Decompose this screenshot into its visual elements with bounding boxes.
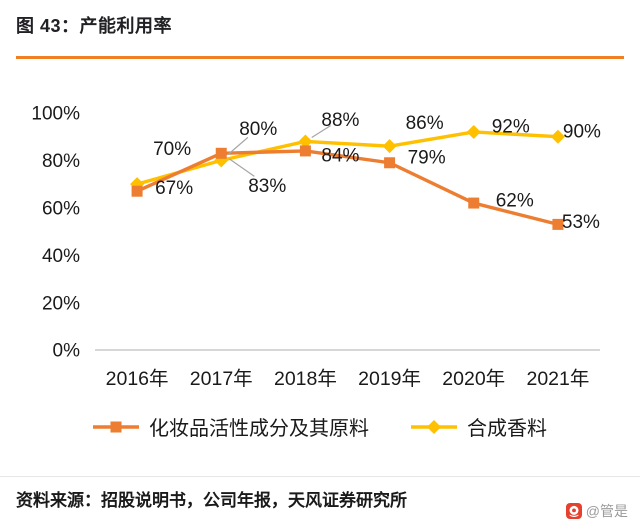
footer-divider (0, 476, 640, 477)
watermark-text: @管是 (585, 503, 628, 519)
square-marker (384, 157, 396, 169)
square-marker (131, 185, 143, 197)
diamond-marker (466, 124, 481, 139)
legend-label: 化妆品活性成分及其原料 (149, 418, 369, 440)
title-divider (16, 56, 624, 59)
data-label: 83% (248, 176, 286, 197)
data-label: 88% (321, 110, 359, 131)
y-tick-label: 0% (53, 341, 81, 362)
series-line-0 (136, 149, 559, 227)
legend-item-0: 化妆品活性成分及其原料 (93, 412, 369, 441)
watermark: @管是 (565, 501, 628, 521)
diamond-marker (214, 153, 229, 168)
legend-item-1: 合成香料 (411, 412, 547, 441)
legend-label: 合成香料 (467, 418, 547, 440)
square-marker (552, 218, 564, 230)
figure-title: 图 43：产能利用率 (16, 16, 173, 36)
data-label: 86% (406, 113, 444, 134)
square-marker (215, 147, 227, 159)
data-label: 84% (321, 146, 359, 167)
legend-diamond-marker-icon (411, 419, 457, 434)
capacity-utilization-line-chart: 0% 20% 40% 60% 80% 100% 2016年 2017年 2018年 2019年 20… (31, 104, 601, 390)
y-tick-label: 80% (42, 151, 80, 172)
square-marker (299, 145, 311, 157)
y-tick-label: 20% (42, 293, 80, 314)
diamond-marker (130, 177, 145, 192)
square-marker (468, 197, 480, 209)
diamond-marker (382, 139, 397, 154)
x-tick-label: 2020年 (442, 368, 505, 390)
x-tick-label: 2021年 (526, 368, 589, 390)
x-tick-label: 2017年 (190, 368, 253, 390)
diamond-marker (298, 134, 313, 149)
data-label: 80% (239, 119, 277, 140)
diamond-marker (550, 129, 565, 144)
data-label: 70% (153, 139, 191, 160)
label-leader-line (227, 136, 249, 156)
data-label: 92% (492, 117, 530, 138)
data-label: 67% (155, 178, 193, 199)
data-label: 62% (496, 191, 534, 212)
x-tick-label: 2018年 (274, 368, 337, 390)
label-leader-line (229, 158, 255, 177)
y-tick-label: 60% (42, 198, 80, 219)
data-label: 79% (408, 147, 446, 168)
data-label: 53% (562, 212, 600, 233)
watermark-logo-icon (565, 503, 582, 519)
x-tick-label: 2016年 (106, 368, 169, 390)
series-line-1 (136, 130, 559, 186)
source-note: 资料来源：招股说明书，公司年报，天风证券研究所 (16, 491, 407, 510)
label-leader-line (311, 125, 331, 138)
legend-square-marker-icon (93, 421, 139, 432)
data-label: 90% (563, 121, 601, 142)
x-tick-label: 2019年 (358, 368, 421, 390)
y-tick-label: 40% (42, 246, 80, 267)
chart-legend: 化妆品活性成分及其原料 合成香料 (0, 412, 640, 441)
y-tick-label: 100% (31, 104, 80, 125)
